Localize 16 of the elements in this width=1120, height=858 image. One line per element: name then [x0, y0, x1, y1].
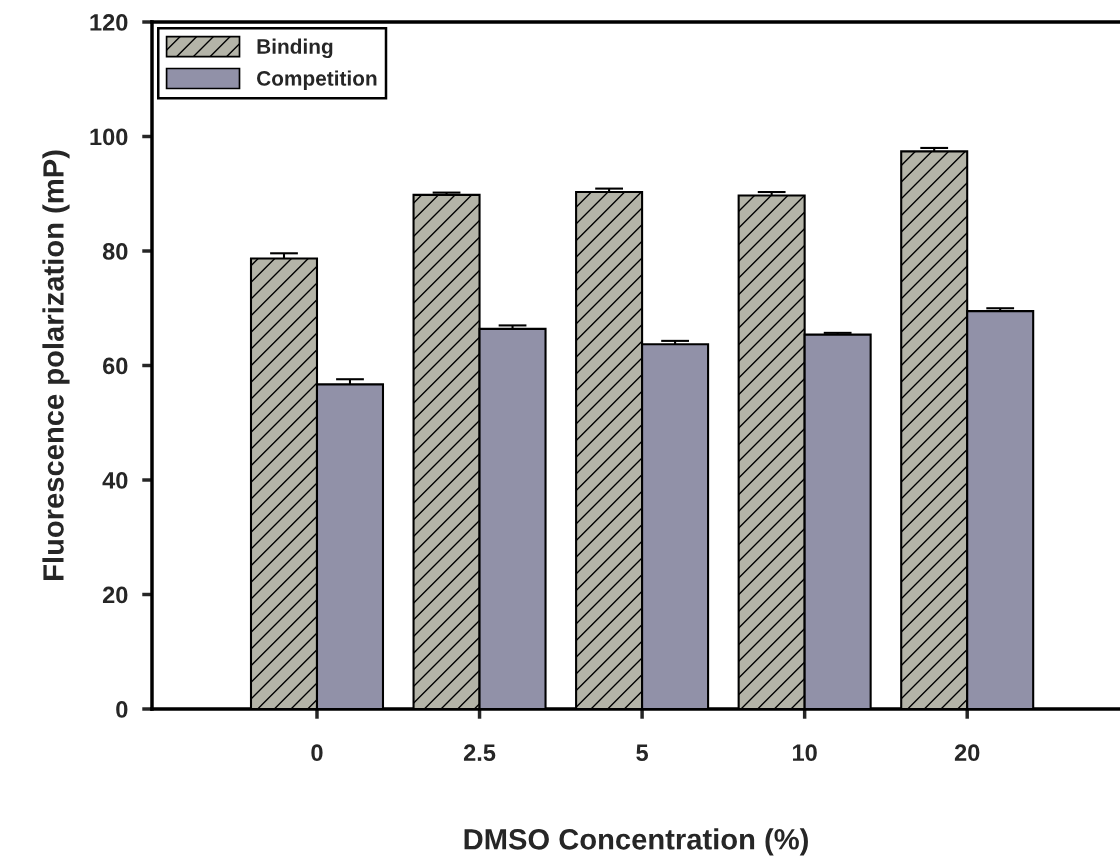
x-tick-label: 5: [636, 744, 648, 762]
x-tick-label: 2.5: [463, 744, 496, 762]
y-tick-label: 80: [102, 243, 128, 260]
x-tick-label: 20: [954, 744, 980, 762]
y-tick-label: 100: [90, 128, 128, 146]
legend-label: Competition: [257, 70, 377, 90]
x-axis-title: DMSO Concentration (%): [464, 828, 808, 856]
y-axis-title: Fluorescence polarization (mP): [42, 150, 70, 580]
y-tick-label: 40: [102, 472, 128, 489]
legend-label: Binding: [257, 38, 333, 59]
x-tick-label: 0: [311, 744, 323, 762]
y-tick-label: 60: [102, 357, 128, 375]
x-tick-label: 10: [793, 744, 817, 762]
y-tick-label: 120: [90, 14, 128, 31]
y-tick-label: 20: [102, 586, 128, 604]
y-tick-label: 0: [116, 701, 128, 718]
